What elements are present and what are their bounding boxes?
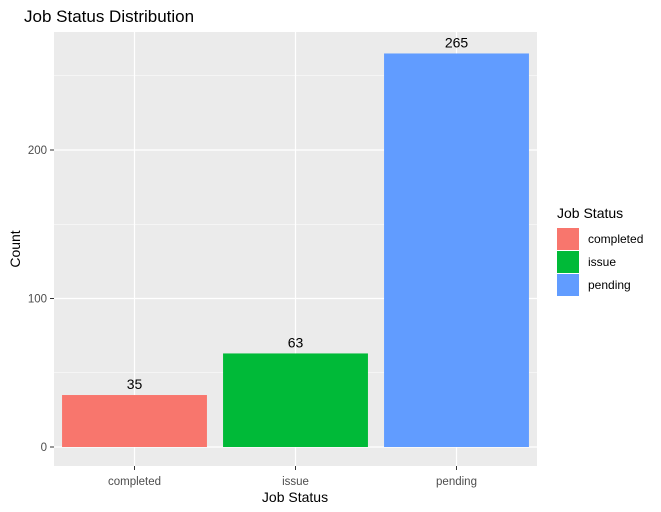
legend-key-completed bbox=[557, 228, 579, 250]
data-label-completed: 35 bbox=[127, 376, 143, 392]
legend-label-issue: issue bbox=[588, 255, 616, 269]
legend-title: Job Status bbox=[557, 205, 623, 221]
legend-label-completed: completed bbox=[588, 232, 643, 246]
x-tick-label: issue bbox=[282, 476, 309, 488]
data-label-issue: 63 bbox=[288, 334, 304, 350]
x-axis-title: Job Status bbox=[262, 489, 328, 505]
bar-issue bbox=[223, 353, 368, 447]
bar-pending bbox=[384, 53, 529, 447]
x-tick-label: completed bbox=[108, 476, 161, 488]
bar-completed bbox=[62, 395, 207, 447]
data-labels: 35 63 265 bbox=[127, 34, 469, 392]
y-tick-label: 200 bbox=[28, 145, 47, 157]
data-label-pending: 265 bbox=[445, 34, 469, 50]
chart-title: Job Status Distribution bbox=[24, 7, 194, 26]
bars bbox=[62, 53, 529, 447]
y-tick-label: 100 bbox=[28, 294, 47, 306]
legend-label-pending: pending bbox=[588, 278, 631, 292]
legend-key-issue bbox=[557, 251, 579, 273]
y-tick-label: 0 bbox=[41, 442, 47, 454]
legend-items: completed issue pending bbox=[557, 228, 643, 296]
y-axis-title: Count bbox=[7, 230, 23, 267]
legend: Job Status completed issue pending bbox=[557, 205, 643, 296]
x-axis-ticks: completed issue pending bbox=[108, 466, 477, 488]
y-axis-ticks: 0 100 200 bbox=[28, 145, 54, 454]
legend-key-pending bbox=[557, 274, 579, 296]
x-tick-label: pending bbox=[436, 476, 477, 488]
